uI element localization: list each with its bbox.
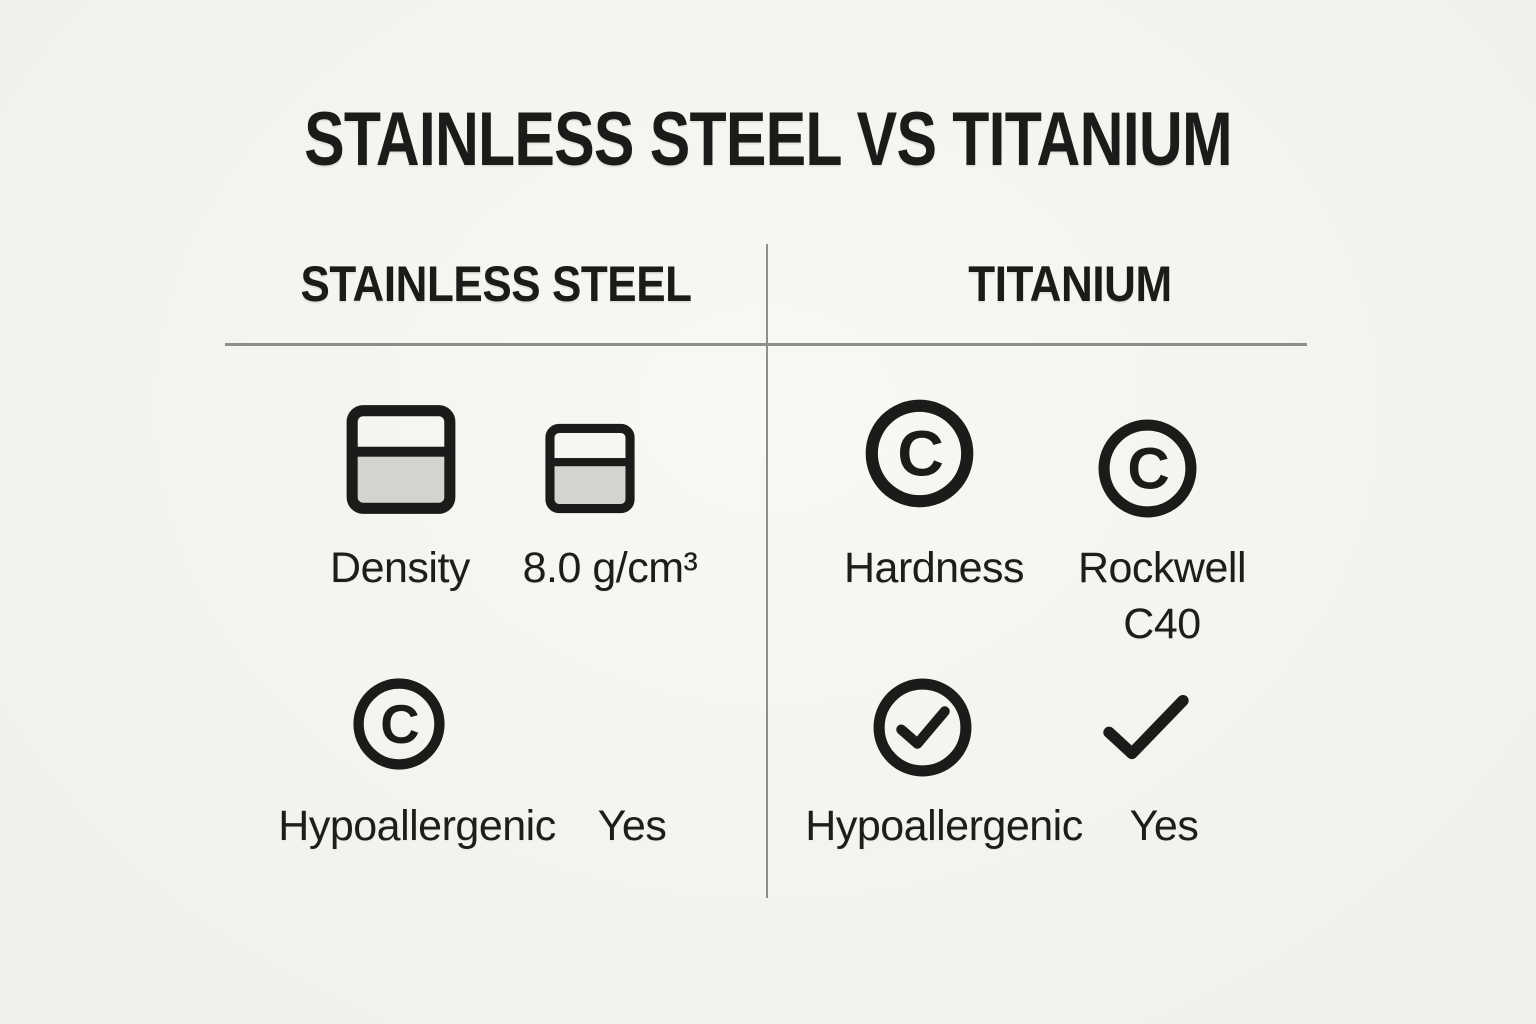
svg-text:C: C	[380, 694, 419, 755]
svg-text:C: C	[1127, 437, 1169, 502]
value-label-density: 8.0 g/cm³	[522, 544, 698, 592]
value-label-hardness: Rockwell C40	[1077, 544, 1247, 648]
property-label-density: Density	[330, 544, 470, 592]
copyright-circle-icon: C	[352, 677, 446, 771]
svg-text:C: C	[897, 418, 943, 490]
property-label-hypoallergenic-titanium: Hypoallergenic	[805, 802, 1083, 850]
check-icon	[1102, 690, 1190, 765]
property-label-hypoallergenic-steel: Hypoallergenic	[278, 802, 556, 850]
fill-level-square-icon	[542, 423, 638, 514]
value-label-hypoallergenic-titanium: Yes	[1129, 802, 1199, 850]
column-header-titanium: TITANIUM	[968, 256, 1172, 312]
fill-level-square-icon	[344, 404, 458, 515]
column-header-stainless-steel: STAINLESS STEEL	[300, 256, 692, 312]
copyright-circle-icon: C	[1097, 418, 1198, 519]
check-circle-icon	[872, 677, 973, 778]
page-title: STAINLESS STEEL VS TITANIUM	[304, 97, 1232, 182]
property-label-hardness: Hardness	[843, 544, 1025, 592]
copyright-circle-icon: C	[864, 398, 975, 509]
value-label-hypoallergenic-steel: Yes	[597, 802, 667, 850]
vertical-divider	[766, 244, 768, 898]
